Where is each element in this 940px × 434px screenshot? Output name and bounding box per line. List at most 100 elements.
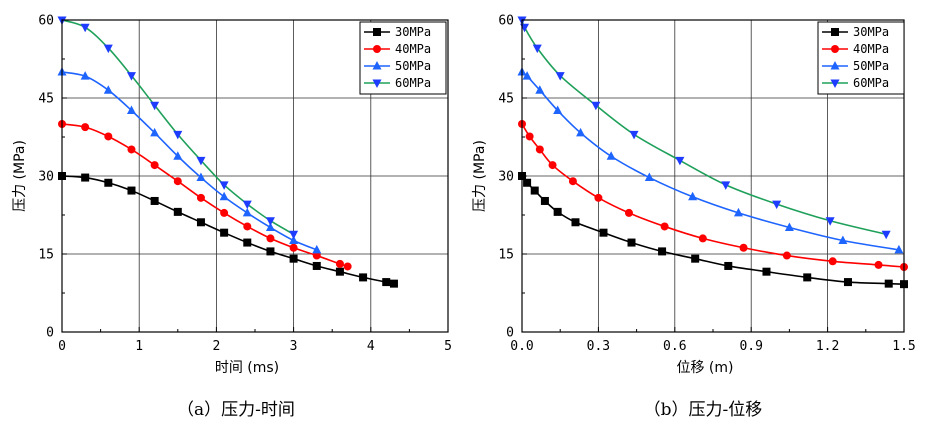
data-point <box>289 243 298 252</box>
data-point <box>688 191 698 201</box>
legend: 30MPa 40MPa 50MPa 60MPa <box>817 21 905 95</box>
data-point <box>343 262 352 271</box>
series-40MPa <box>58 120 352 271</box>
data-point <box>196 218 205 227</box>
y-tick-label: 30 <box>498 170 514 185</box>
x-tick-label: 0.3 <box>587 339 610 354</box>
data-point <box>739 243 748 252</box>
x-tick-label: 1.5 <box>892 339 915 354</box>
y-tick-label: 0 <box>46 326 54 341</box>
chart-caption: （b）压力-位移 <box>644 400 763 420</box>
chart-pressure-displacement: 0.0 0.3 0.6 0.9 1.2 1.5 0 15 30 45 60 30MPa 40MPa 50M… <box>472 14 916 421</box>
y-tick-label: 60 <box>38 14 54 29</box>
legend: 30MPa 40MPa 50MPa 60MPa <box>359 21 447 95</box>
data-point <box>126 72 136 81</box>
legend-marker <box>372 79 382 88</box>
y-tick-label: 15 <box>498 248 514 263</box>
data-point <box>540 196 549 205</box>
data-point <box>548 161 557 170</box>
data-point <box>266 234 275 243</box>
legend-label: 50MPa <box>853 59 889 73</box>
data-point <box>81 123 90 132</box>
data-point <box>658 247 667 256</box>
series-30MPa <box>518 172 908 289</box>
data-point <box>150 196 159 205</box>
data-point <box>80 71 90 80</box>
y-tick-label: 45 <box>38 92 54 107</box>
data-point <box>219 181 229 190</box>
y-tick-label: 45 <box>498 92 514 107</box>
data-point <box>220 208 229 217</box>
data-point <box>173 151 183 160</box>
data-point <box>289 254 298 263</box>
x-tick-label: 0.0 <box>510 339 533 354</box>
data-point <box>532 44 542 54</box>
data-point <box>103 85 113 94</box>
data-point <box>150 161 159 170</box>
data-point <box>555 72 565 81</box>
y-tick-label: 15 <box>38 248 54 263</box>
data-point <box>312 244 322 254</box>
data-point <box>243 238 252 247</box>
data-point <box>591 101 601 111</box>
data-point <box>150 127 160 137</box>
data-point <box>359 273 368 282</box>
data-point <box>335 267 344 276</box>
data-point <box>784 222 794 231</box>
data-point <box>571 218 580 227</box>
data-point <box>691 254 700 263</box>
data-point <box>104 132 113 141</box>
series-30MPa <box>58 172 398 288</box>
data-point <box>675 156 685 166</box>
series-line <box>61 71 318 251</box>
legend-marker <box>831 45 839 53</box>
data-point <box>535 85 545 94</box>
data-point <box>733 207 743 217</box>
data-point <box>265 217 275 226</box>
data-point <box>843 278 852 287</box>
legend-marker <box>830 79 840 88</box>
data-point <box>894 244 904 254</box>
data-point <box>553 105 563 114</box>
data-point <box>553 207 562 216</box>
data-point <box>289 230 299 240</box>
data-point <box>568 177 577 186</box>
data-point <box>660 222 669 231</box>
data-point <box>243 222 252 231</box>
plot-frame <box>61 19 449 333</box>
data-point <box>803 273 812 282</box>
data-point <box>698 234 707 243</box>
data-point <box>522 71 532 80</box>
data-point <box>523 178 532 187</box>
data-point <box>828 257 837 266</box>
data-point <box>173 207 182 216</box>
data-point <box>624 208 633 217</box>
legend-label: 40MPa <box>395 42 431 56</box>
data-point <box>242 207 252 217</box>
x-tick-label: 3 <box>290 339 298 354</box>
data-point <box>220 228 229 237</box>
data-point <box>874 260 883 269</box>
x-tick-label: 1 <box>135 339 143 354</box>
x-tick-label: 0 <box>58 339 66 354</box>
legend-label: 30MPa <box>395 25 431 39</box>
data-point <box>81 173 90 182</box>
x-tick-label: 0.9 <box>739 339 762 354</box>
plot-frame <box>521 19 905 333</box>
data-point <box>762 267 771 276</box>
series-60MPa <box>57 16 299 240</box>
x-tick-label: 0.6 <box>663 339 686 354</box>
series-line <box>521 175 905 285</box>
data-point <box>173 177 182 186</box>
series-40MPa <box>518 120 908 271</box>
data-point <box>219 191 229 201</box>
legend-marker <box>830 61 840 70</box>
y-tick-label: 30 <box>38 170 54 185</box>
legend-marker <box>373 28 381 36</box>
data-point <box>389 279 398 288</box>
data-point <box>382 278 391 287</box>
data-point <box>80 23 90 33</box>
x-tick-label: 1.2 <box>816 339 839 354</box>
